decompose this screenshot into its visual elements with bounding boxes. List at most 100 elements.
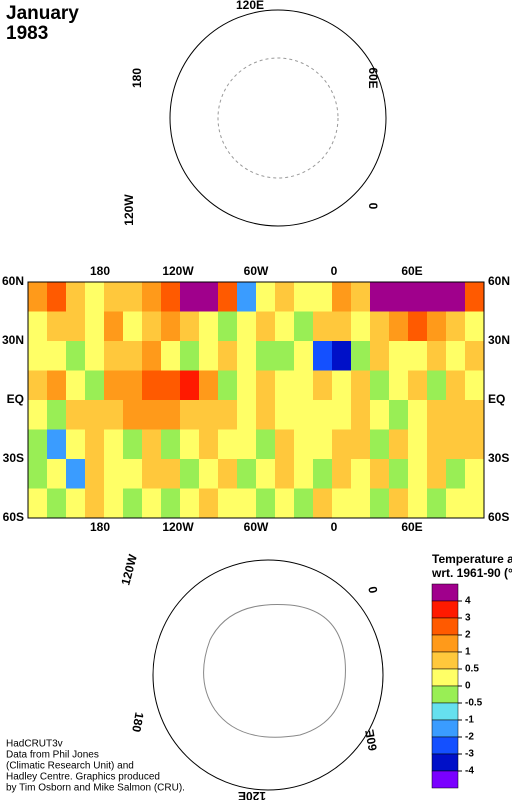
- grid-cell: [180, 429, 200, 460]
- lat-label: 30N: [488, 333, 510, 347]
- polar-label: 0: [365, 585, 380, 594]
- grid-cell: [351, 341, 371, 371]
- grid-cell: [237, 400, 257, 430]
- colorbar-label: -2: [465, 732, 474, 743]
- grid-cell: [370, 400, 390, 430]
- grid-cell: [85, 400, 105, 430]
- lat-label: 30N: [2, 333, 24, 347]
- polar-label: 120E: [236, 0, 264, 12]
- grid-cell: [237, 429, 257, 460]
- grid-cell: [28, 282, 48, 312]
- grid-cell: [256, 311, 276, 342]
- grid-cell: [161, 488, 181, 519]
- grid-cell: [47, 282, 67, 312]
- grid-cell: [218, 459, 238, 489]
- grid-cell: [180, 370, 200, 401]
- grid-cell: [142, 282, 162, 312]
- grid-cell: [408, 370, 428, 401]
- grid-cell: [180, 488, 200, 519]
- grid-cell: [446, 429, 466, 460]
- grid-cell: [313, 370, 333, 401]
- grid-cell: [351, 311, 371, 342]
- lon-label: 60W: [244, 520, 269, 534]
- lat-label: 60N: [488, 274, 510, 288]
- grid-cell: [199, 400, 219, 430]
- grid-cell: [313, 459, 333, 489]
- colorbar-box: [431, 617, 459, 636]
- grid-cell: [351, 282, 371, 312]
- colorbar-label: -4: [465, 766, 474, 777]
- colorbar-box: [431, 651, 459, 670]
- grid-cell: [446, 341, 466, 371]
- grid-cell: [142, 459, 162, 489]
- grid-cell: [85, 341, 105, 371]
- polar-label: 0: [366, 203, 380, 210]
- grid-cell: [294, 370, 314, 401]
- grid-cell: [427, 370, 447, 401]
- grid-cell: [142, 341, 162, 371]
- credit-line: Data from Phil Jones: [6, 750, 99, 761]
- grid-cell: [294, 429, 314, 460]
- grid-cell: [332, 370, 352, 401]
- grid-cell: [161, 400, 181, 430]
- grid-cell: [142, 429, 162, 460]
- colorbar-label: 3: [465, 613, 471, 624]
- grid-cell: [465, 488, 485, 519]
- title-month: January: [6, 3, 79, 24]
- grid-cell: [66, 488, 86, 519]
- grid-cell: [256, 429, 276, 460]
- grid-cell: [85, 459, 105, 489]
- grid-cell: [275, 459, 295, 489]
- grid-cell: [332, 311, 352, 342]
- grid-cell: [180, 459, 200, 489]
- lon-label: 60E: [401, 520, 422, 534]
- grid-cell: [142, 400, 162, 430]
- grid-cell: [218, 341, 238, 371]
- grid-cell: [370, 429, 390, 460]
- grid-cell: [370, 311, 390, 342]
- grid-cell: [294, 282, 314, 312]
- grid-cell: [446, 488, 466, 519]
- grid-cell: [199, 311, 219, 342]
- grid-cell: [161, 429, 181, 460]
- grid-cell: [408, 341, 428, 371]
- grid-cell: [104, 370, 124, 401]
- grid-cell: [85, 370, 105, 401]
- grid-cell: [218, 429, 238, 460]
- grid-cell: [408, 459, 428, 489]
- grid-cell: [28, 429, 48, 460]
- north-map: [169, 9, 387, 227]
- grid-cell: [465, 311, 485, 342]
- polar-label: 60E: [366, 67, 380, 88]
- grid-cell: [47, 311, 67, 342]
- grid-cell: [313, 282, 333, 312]
- grid-cell: [47, 488, 67, 519]
- lon-label: 0: [331, 520, 338, 534]
- colorbar-box: [431, 600, 459, 619]
- grid-cell: [408, 429, 428, 460]
- grid-cell: [370, 370, 390, 401]
- grid-cell: [123, 311, 143, 342]
- grid-cell: [275, 488, 295, 519]
- grid-cell: [161, 282, 181, 312]
- grid-cell: [256, 400, 276, 430]
- north-coast: [217, 57, 339, 179]
- colorbar-box: [431, 753, 459, 772]
- grid-cell: [123, 341, 143, 371]
- lat-label: 30S: [3, 451, 24, 465]
- grid-cell: [104, 311, 124, 342]
- grid-cell: [313, 400, 333, 430]
- grid-cell: [446, 459, 466, 489]
- colorbar-label: 0.5: [465, 664, 479, 675]
- lat-label: 60N: [2, 274, 24, 288]
- grid-cell: [313, 341, 333, 371]
- grid-cell: [256, 282, 276, 312]
- grid-cell: [256, 459, 276, 489]
- grid-cell: [218, 282, 238, 312]
- grid-cell: [123, 459, 143, 489]
- grid-cell: [389, 488, 409, 519]
- grid-cell: [199, 459, 219, 489]
- grid-cell: [237, 459, 257, 489]
- grid-cell: [237, 311, 257, 342]
- grid-cell: [237, 370, 257, 401]
